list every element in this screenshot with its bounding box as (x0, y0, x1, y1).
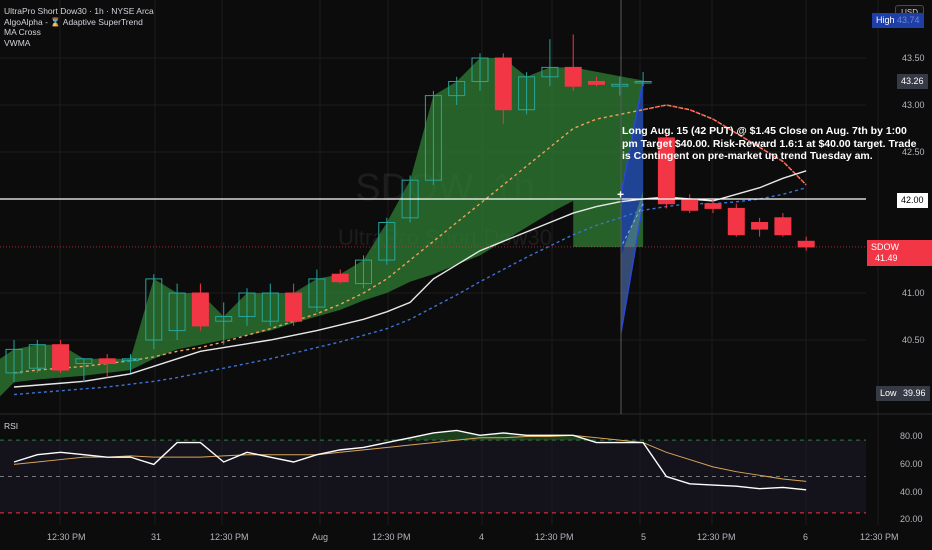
candle-body (424, 95, 442, 181)
current-price-tag: 43.26 (897, 74, 928, 89)
candle-body (98, 358, 116, 364)
candle-body (331, 273, 349, 283)
candle-body (518, 76, 536, 111)
candle-body (28, 344, 46, 369)
rsi-label[interactable]: RSI (4, 421, 19, 431)
legend-indicator[interactable]: MA Cross (4, 27, 41, 37)
time-tick: 12:30 PM (860, 532, 899, 542)
supertrend-line (620, 203, 644, 333)
candle-body (261, 292, 279, 322)
legend-indicator[interactable]: AlgoAlpha - ⌛ Adaptive SuperTrend (4, 16, 143, 27)
trade-note: Long Aug. 15 (42 PUT) @ $1.45 Close on A… (622, 125, 917, 162)
bear-supertrend-fill (621, 80, 644, 257)
symbol-price: 41.49 (875, 253, 898, 263)
high-value: 43.74 (897, 15, 920, 25)
candle-body (5, 348, 23, 374)
rsi-pane (0, 429, 866, 514)
time-tick: 12:30 PM (535, 532, 574, 542)
rsi-tick: 40.00 (900, 487, 923, 497)
legend: UltraPro Short Dow30 · 1h · NYSE Arca Al… (4, 6, 154, 48)
time-tick: 5 (641, 532, 647, 542)
symbol-price-tag: SDOW 41.49 (867, 240, 932, 266)
vwma-line (13, 187, 807, 396)
rsi-tick: 80.00 (900, 431, 923, 441)
supertrend-line (620, 203, 644, 248)
time-tick: 6 (803, 532, 809, 542)
price-tick: 43.50 (902, 53, 925, 63)
time-tick: 4 (479, 532, 485, 542)
candle-body (797, 240, 815, 248)
candle-body (215, 316, 233, 322)
ma-cross-fast-line-bear (642, 104, 807, 186)
high-tag: High 43.74 (872, 13, 924, 28)
ma-cross-fast-line (13, 104, 807, 374)
legend-title[interactable]: UltraPro Short Dow30 · 1h · NYSE Arca (4, 6, 154, 16)
bull-supertrend-fill (0, 58, 644, 397)
candle-body (52, 344, 70, 371)
low-label: Low (880, 388, 897, 398)
low-value: 39.96 (903, 388, 926, 398)
candle-body (564, 66, 582, 87)
candle-body (634, 81, 652, 84)
candle-body (727, 207, 745, 236)
horizontal-line-tag: 42.00 (897, 193, 928, 208)
candle-body (704, 203, 722, 209)
rsi-ma-line (13, 434, 807, 482)
crosshair: + (0, 0, 866, 414)
candle-body (75, 358, 93, 364)
candle-body (448, 81, 466, 97)
candle-body (191, 292, 209, 327)
candle-body (611, 83, 629, 87)
candle-body (471, 57, 489, 82)
crosshair-cursor-icon: + (617, 187, 624, 201)
price-tick: 41.00 (902, 288, 925, 298)
candles (5, 34, 815, 383)
candle-body (774, 217, 792, 236)
candle-body (588, 81, 605, 85)
candle-body (751, 222, 769, 230)
rsi-line (13, 429, 807, 491)
supertrend-bands (0, 58, 644, 397)
time-tick: 12:30 PM (210, 532, 249, 542)
time-tick: 31 (151, 532, 162, 542)
rsi-tick: 20.00 (900, 514, 923, 524)
rsi-tick: 60.00 (900, 459, 923, 469)
candle-body (541, 66, 559, 78)
candle-body (122, 358, 139, 362)
candle-body (238, 292, 256, 317)
low-tag: Low 39.96 (876, 386, 930, 401)
candle-body (285, 292, 303, 322)
high-label: High (876, 15, 895, 25)
candle-body (657, 137, 675, 205)
candle-body (355, 259, 372, 285)
candle-body (681, 198, 699, 211)
legend-indicator[interactable]: VWMA (4, 37, 31, 48)
symbol-tag: SDOW (871, 242, 899, 252)
price-tick: 42.50 (902, 147, 925, 157)
time-tick: 12:30 PM (372, 532, 411, 542)
time-tick: 12:30 PM (697, 532, 736, 542)
price-tick: 40.50 (902, 335, 925, 345)
candle-body (494, 57, 512, 111)
supertrend-line (620, 80, 644, 195)
time-tick: Aug (312, 532, 329, 542)
candle-body (168, 292, 186, 332)
candle-body (308, 278, 326, 308)
price-tick: 43.00 (902, 100, 925, 110)
candle-body (145, 278, 163, 341)
candle-body (378, 222, 396, 261)
time-tick: 12:30 PM (47, 532, 86, 542)
